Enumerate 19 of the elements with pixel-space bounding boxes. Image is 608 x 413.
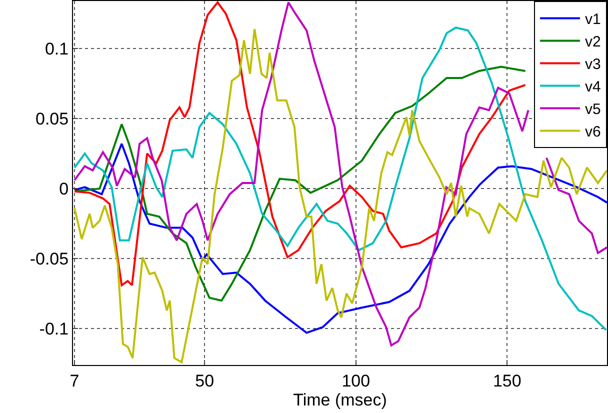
y-tick-label: -0.1 xyxy=(39,320,69,339)
x-tick-label: 100 xyxy=(342,371,370,390)
y-tick-label: 0 xyxy=(59,180,69,199)
legend-label: v3 xyxy=(585,56,601,74)
line-series xyxy=(74,1,526,286)
y-tick-label: 0.1 xyxy=(44,40,69,59)
line-series xyxy=(74,66,526,302)
legend-label: v5 xyxy=(585,101,601,118)
y-tick-label: 0.05 xyxy=(36,110,69,129)
legend-label: v2 xyxy=(585,34,601,51)
y-tick-label: -0.05 xyxy=(30,250,69,269)
x-axis-title: Time (msec) xyxy=(293,390,387,410)
legend-label: v6 xyxy=(585,124,601,141)
x-tick-label: 7 xyxy=(70,371,80,390)
legend-label: v1 xyxy=(585,11,601,28)
legend-label: v4 xyxy=(585,78,601,96)
line-series xyxy=(74,142,607,334)
x-tick-label: 150 xyxy=(492,371,522,390)
x-tick-label: 50 xyxy=(195,371,214,390)
